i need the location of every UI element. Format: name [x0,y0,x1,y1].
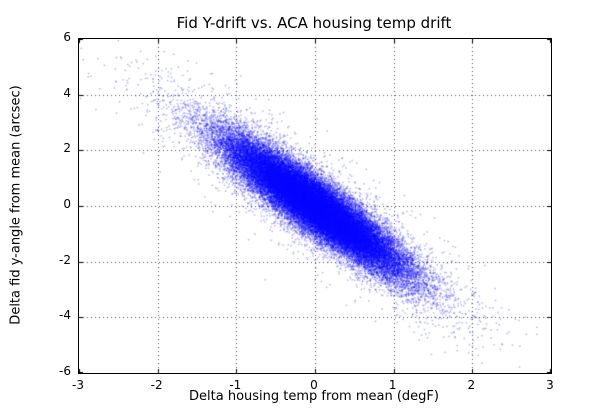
y-tick-label: 6 [63,30,71,44]
y-tick-label: -6 [59,364,71,378]
y-tick-label: -4 [59,308,71,323]
y-tick-label: 2 [63,141,71,156]
plot-area [78,38,552,374]
y-tick-label: 0 [63,197,71,211]
scatter-canvas [79,39,551,373]
x-tick-label: 3 [546,378,554,392]
chart-title: Fid Y-drift vs. ACA housing temp drift [176,14,452,32]
x-axis-label: Delta housing temp from mean (degF) [189,389,439,404]
y-tick-label: 4 [63,85,71,100]
x-tick-label: -1 [229,378,242,392]
y-axis-label: Delta fid y-angle from mean (arcsec) [8,85,24,325]
x-tick-label: 1 [388,378,397,392]
x-tick-label: 0 [310,378,318,392]
x-tick-label: 2 [467,378,476,392]
y-tick-label: -2 [59,252,71,267]
x-tick-label: -3 [72,378,84,392]
x-tick-label: -2 [150,378,163,392]
